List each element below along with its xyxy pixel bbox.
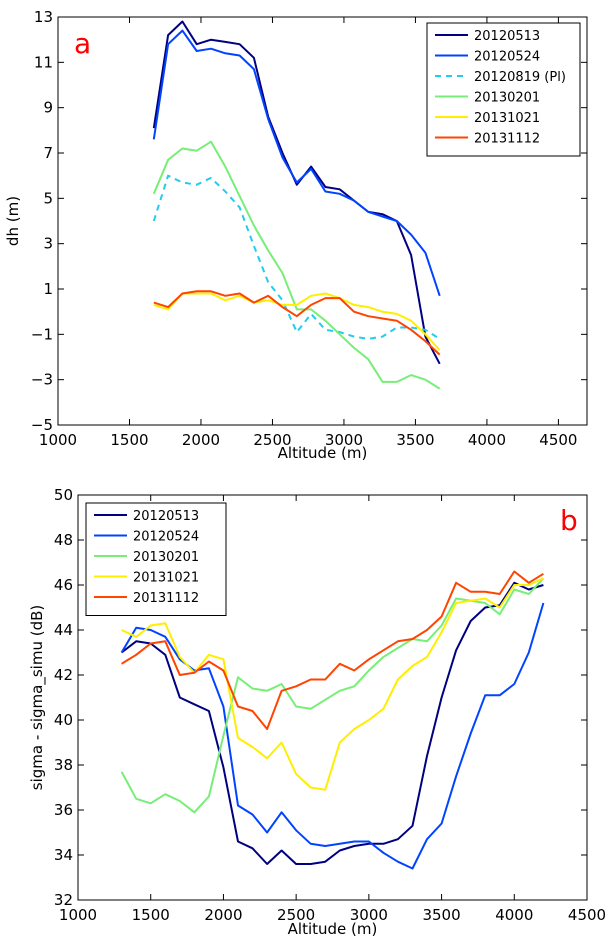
x-tick-label: 4000 [468, 431, 506, 449]
series-lines [120, 570, 545, 870]
x-tick-label: 1500 [110, 431, 148, 449]
legend-label: 20131021 [474, 111, 540, 126]
series-lines [152, 20, 441, 390]
legend-label: 20120524 [474, 50, 540, 65]
y-tick-label: −1 [31, 325, 53, 343]
series-line-20131112 [121, 570, 544, 730]
y-tick-label: 5 [43, 189, 53, 207]
y-axis-label: dh (m) [4, 196, 22, 246]
legend: 20120513 20120524 20120819 (Pl) 20130201 201… [426, 22, 581, 157]
legend-label: 20131112 [474, 132, 540, 147]
x-tick-label: 2000 [182, 431, 220, 449]
legend-label: 20120513 [133, 509, 199, 524]
series-line-20131021 [121, 577, 544, 791]
y-tick-label: 1 [43, 280, 53, 298]
series-line-20131021 [153, 292, 441, 351]
x-tick-label: 3500 [422, 906, 460, 924]
y-tick-label: 36 [54, 801, 73, 819]
x-tick-label: 3500 [396, 431, 434, 449]
y-axis-label: sigma - sigma_simu (dB) [28, 605, 47, 790]
plot-frame [57, 16, 588, 426]
series-line-20120819-Pl [152, 174, 441, 340]
x-tick-label: 4500 [539, 431, 577, 449]
y-tick-label: 13 [34, 8, 53, 26]
legend-label: 20131021 [133, 571, 199, 586]
y-tick-label: 3 [43, 235, 53, 253]
x-tick-label: 2500 [253, 431, 291, 449]
y-tick-label: 7 [43, 144, 53, 162]
legend-label: 20120524 [133, 530, 199, 545]
y-tick-label: −5 [31, 416, 53, 434]
y-tick-label: 44 [54, 621, 73, 639]
y-tick-label: 11 [34, 53, 53, 71]
x-tick-label: 3000 [325, 431, 363, 449]
y-tick-label: 34 [54, 846, 73, 864]
legend-label: 20120819 (Pl) [474, 70, 566, 85]
x-tick-label: 4000 [495, 906, 533, 924]
y-tick-label: 46 [54, 576, 73, 594]
legend-box [426, 22, 581, 157]
x-tick-label: 3000 [350, 906, 388, 924]
chart-panel-a: 1000 1500 2000 2500 3000 3500 4000 4500−5−3−113… [4, 8, 588, 462]
y-tick-label: 42 [54, 666, 73, 684]
panel-label: b [560, 504, 578, 537]
x-axis-label: Altitude (m) [278, 444, 368, 462]
y-tick-label: 40 [54, 711, 73, 729]
y-tick-label: 38 [54, 756, 73, 774]
series-line-20131112 [153, 290, 441, 356]
x-tick-label: 1000 [39, 431, 77, 449]
y-tick-label: −3 [31, 371, 53, 389]
y-tick-label: 32 [54, 891, 73, 909]
y-tick-label: 9 [43, 99, 53, 117]
series-line-20130201 [152, 140, 441, 390]
chart-panel-b: 1000 1500 2000 2500 3000 3500 4000 4500 32 34 36 38… [28, 486, 606, 938]
series-line-20120513 [152, 20, 441, 365]
plot-frame [77, 494, 588, 901]
x-tick-label: 4500 [568, 906, 606, 924]
y-tick-label: 48 [54, 531, 73, 549]
x-tick-label: 2000 [204, 906, 242, 924]
panel-label: a [74, 27, 91, 60]
series-line-20120524 [120, 602, 545, 870]
legend-label: 20120513 [474, 29, 540, 44]
y-tick-label: 50 [54, 486, 73, 504]
legend-label: 20130201 [133, 550, 199, 565]
legend-label: 20131112 [133, 591, 199, 606]
legend-label: 20130201 [474, 91, 540, 106]
series-line-20120524 [152, 29, 441, 297]
x-tick-label: 1000 [59, 906, 97, 924]
x-axis-label: Altitude (m) [288, 920, 378, 938]
x-tick-label: 2500 [277, 906, 315, 924]
series-line-20120513 [120, 581, 544, 865]
x-tick-label: 1500 [132, 906, 170, 924]
legend: 20120513 20120524 20130201 20131021 20131112 [85, 502, 227, 616]
